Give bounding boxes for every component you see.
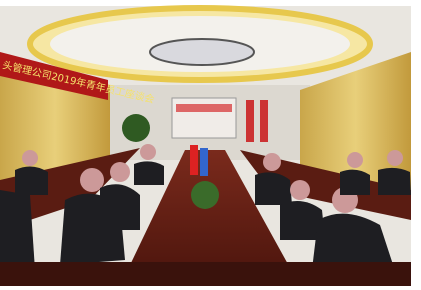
- wall-banner: [246, 100, 254, 142]
- photo: 头管理公司2019年青年员工座谈会: [0, 0, 421, 290]
- foreground-edge: [0, 262, 411, 286]
- wall-banner: [260, 100, 268, 142]
- flowers: [191, 181, 219, 209]
- flag: [190, 145, 198, 175]
- chandelier: [150, 39, 254, 65]
- page: 头管理公司2019年青年员工座谈会 (() => { const data = …: [0, 0, 421, 290]
- flag: [200, 148, 208, 176]
- plant: [122, 114, 150, 142]
- screen-header: [176, 104, 232, 112]
